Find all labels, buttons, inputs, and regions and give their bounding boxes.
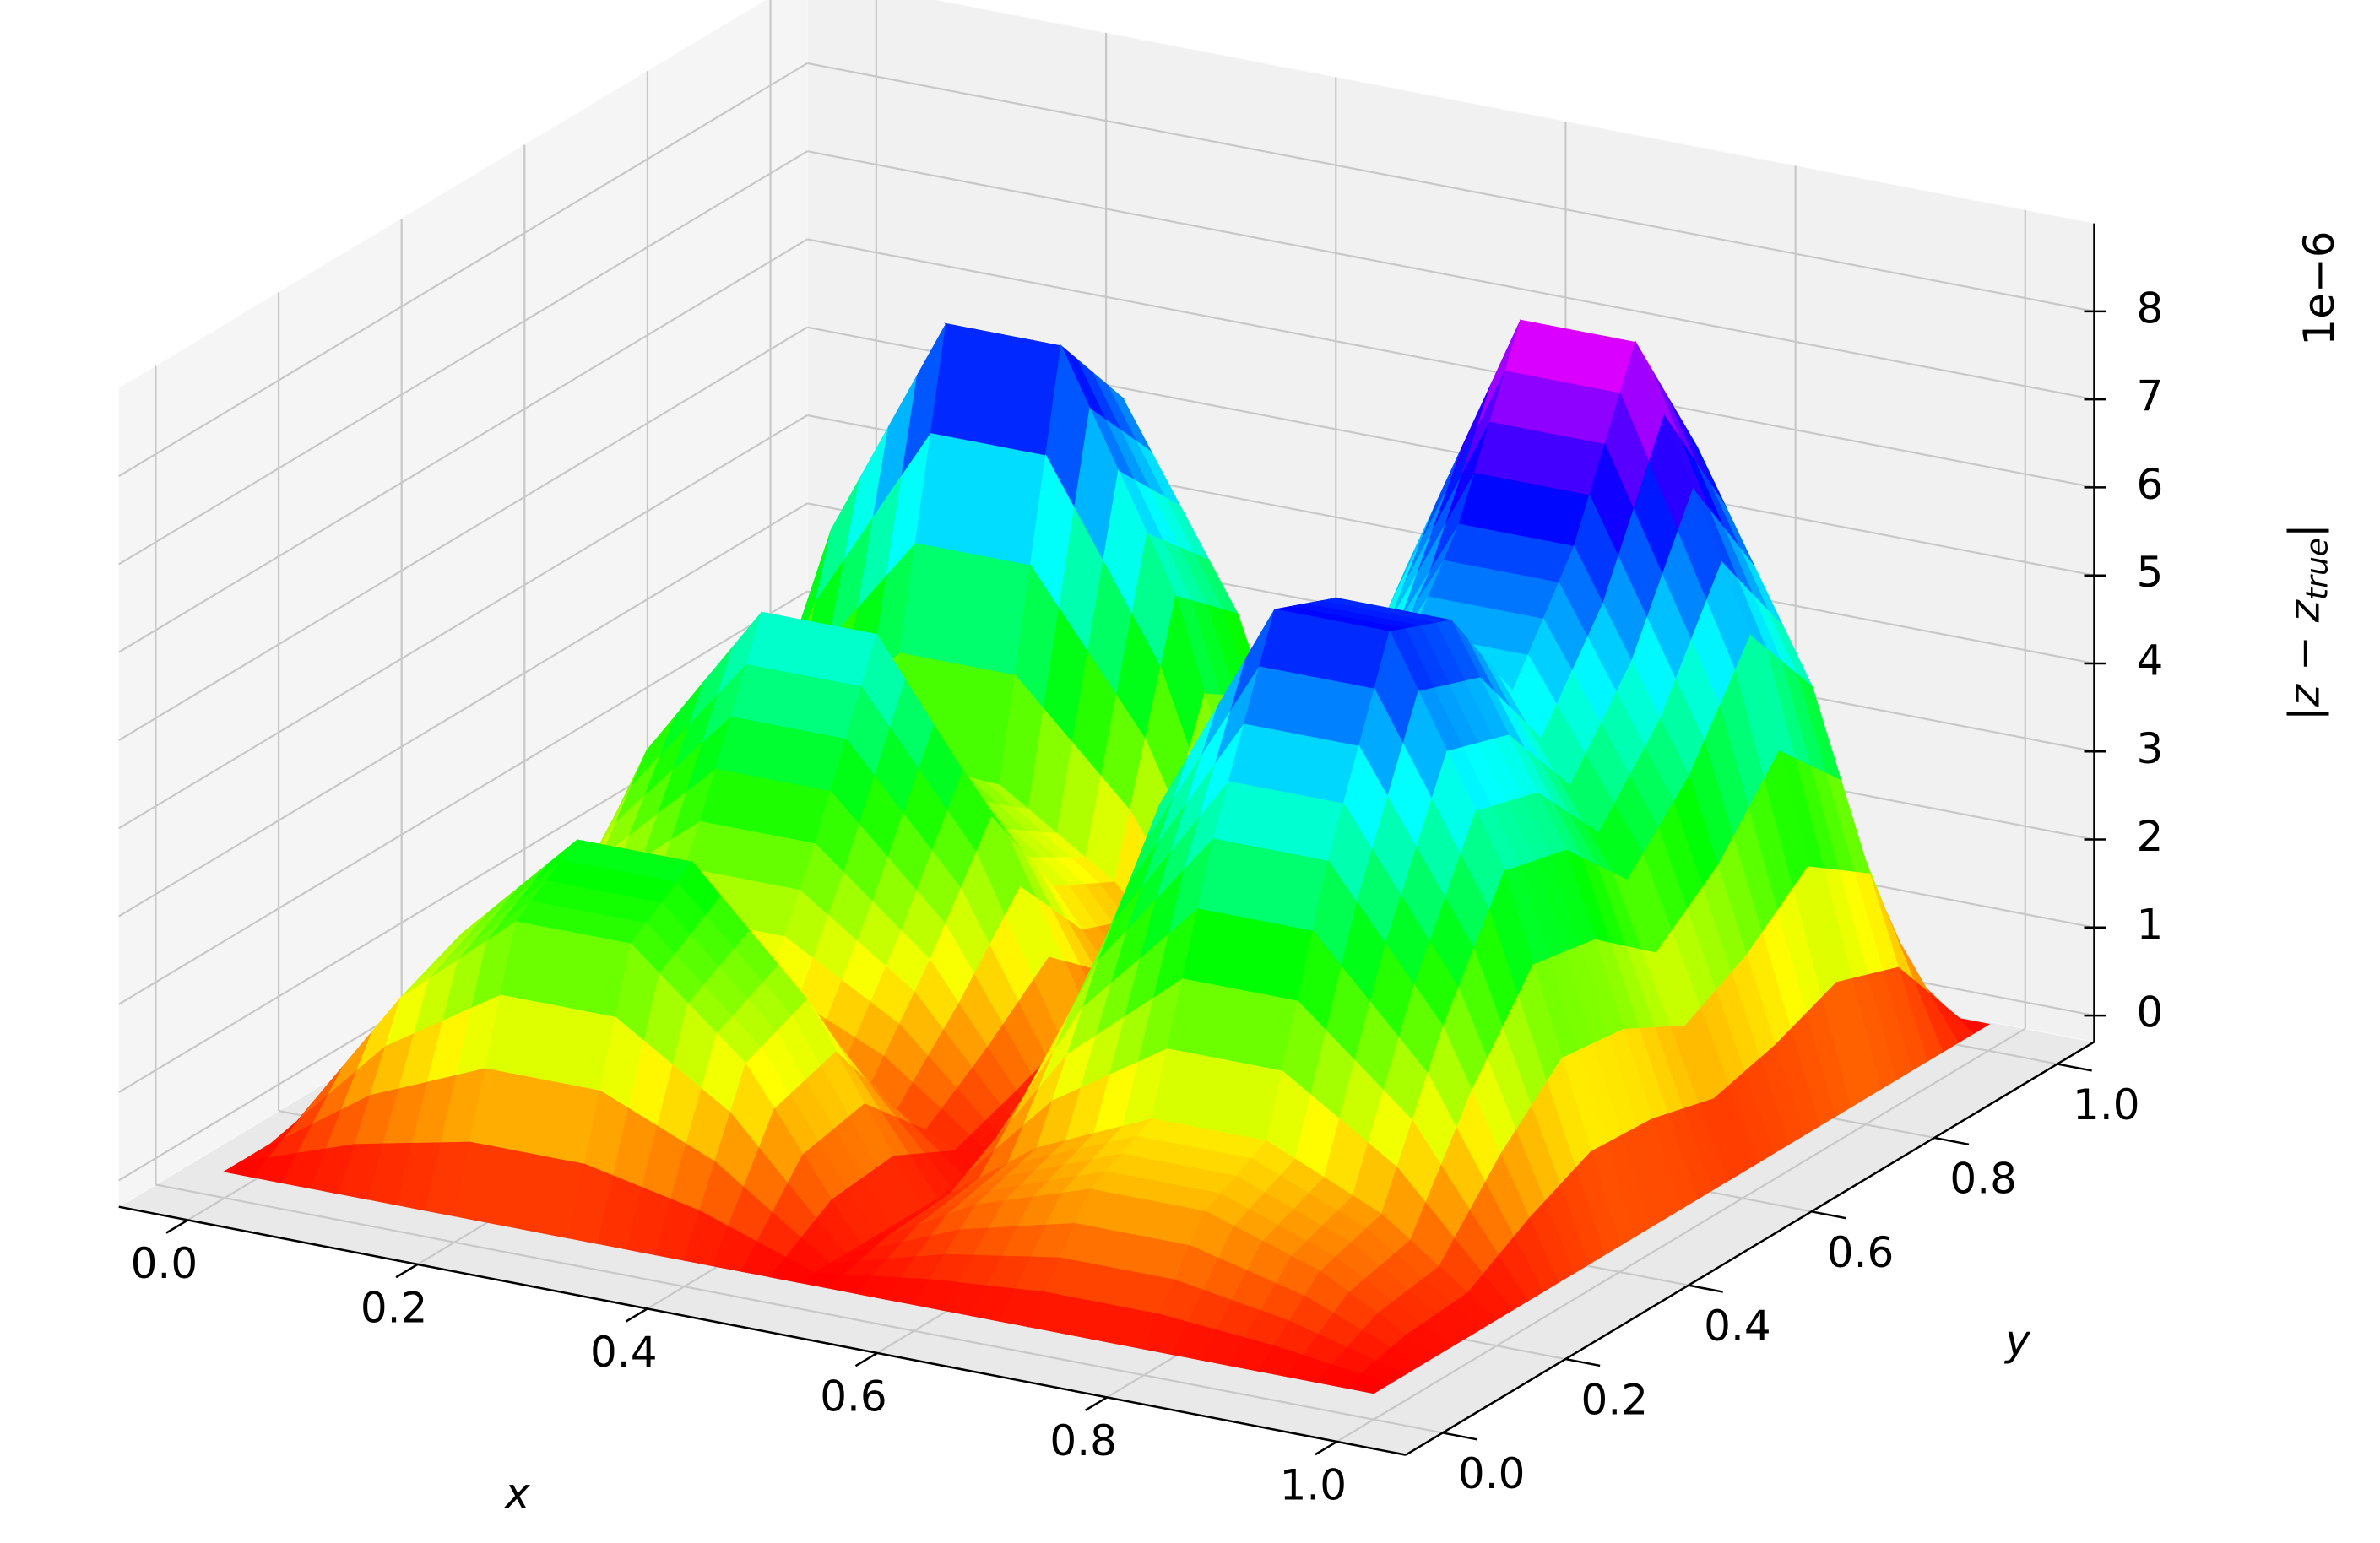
z-tick-label: 2 — [2137, 812, 2164, 861]
grid-line — [807, 62, 2095, 312]
x-tick — [1085, 1396, 1108, 1411]
y-axis-line — [1405, 1041, 2095, 1456]
z-axis-label-part: |z − z — [2280, 598, 2328, 721]
y-tick-label: 0.2 — [1581, 1376, 1649, 1425]
axes: 0.0 0.2 0.4 0.6 0.8 1.0 0.0 0.2 0.4 0.6 0.8 1.0 0 1 2 3… — [118, 223, 2344, 1518]
z-tick-label: 4 — [2137, 636, 2164, 685]
grid-line — [118, 414, 808, 830]
grid-line — [118, 62, 808, 478]
grid-line — [118, 590, 808, 1005]
grid-line — [1336, 1027, 2026, 1443]
x-tick-label: 1.0 — [1280, 1460, 1347, 1509]
z-axis-label-part: | — [2280, 523, 2328, 538]
y-tick — [1688, 1284, 1724, 1293]
grid-line — [118, 150, 808, 566]
y-tick-label: 0.6 — [1827, 1228, 1895, 1277]
y-tick — [1442, 1432, 1477, 1441]
z-tick-label: 1 — [2137, 900, 2164, 949]
x-tick-label: 0.2 — [361, 1283, 428, 1332]
grid-line — [807, 150, 2095, 401]
surface-patch — [1343, 1373, 1391, 1394]
x-tick — [165, 1219, 189, 1234]
grid-line — [807, 238, 2095, 489]
z-tick-label: 3 — [2137, 724, 2164, 773]
x-tick — [1315, 1440, 1337, 1456]
z-tick-label: 7 — [2137, 372, 2164, 421]
x-tick-label: 0.0 — [131, 1239, 198, 1288]
x-tick-label: 0.4 — [590, 1328, 658, 1377]
x-tick-label: 0.6 — [820, 1372, 887, 1421]
surface — [223, 318, 1991, 1394]
grid-line — [118, 326, 808, 741]
grid-line — [118, 502, 808, 918]
y-tick — [1811, 1210, 1846, 1220]
z-axis-label: |z − ztrue| — [2280, 523, 2335, 721]
grid-line — [155, 1183, 1443, 1434]
y-tick-label: 0.4 — [1704, 1302, 1771, 1351]
y-tick-label: 0.8 — [1949, 1154, 2017, 1203]
y-tick — [1933, 1136, 1970, 1146]
y-axis-label: y — [2003, 1316, 2031, 1365]
grid-line — [118, 238, 808, 653]
x-tick — [625, 1307, 648, 1323]
x-tick — [854, 1351, 878, 1367]
x-tick — [395, 1263, 419, 1279]
x-tick-label: 0.8 — [1049, 1416, 1117, 1465]
y-tick-label: 1.0 — [2073, 1080, 2140, 1129]
x-axis-label: x — [503, 1469, 530, 1518]
x-axis-line — [118, 1205, 1407, 1456]
y-tick — [1565, 1357, 1601, 1367]
z-axis-label-sub: true — [2301, 538, 2335, 600]
z-tick-label: 5 — [2137, 548, 2164, 597]
z-tick-label: 6 — [2137, 460, 2164, 509]
z-tick-label: 8 — [2137, 284, 2164, 333]
y-tick — [2057, 1063, 2092, 1072]
z-offset-label: 1e−6 — [2295, 230, 2344, 345]
y-tick-label: 0.0 — [1458, 1449, 1526, 1498]
z-tick-label: 0 — [2137, 988, 2164, 1037]
